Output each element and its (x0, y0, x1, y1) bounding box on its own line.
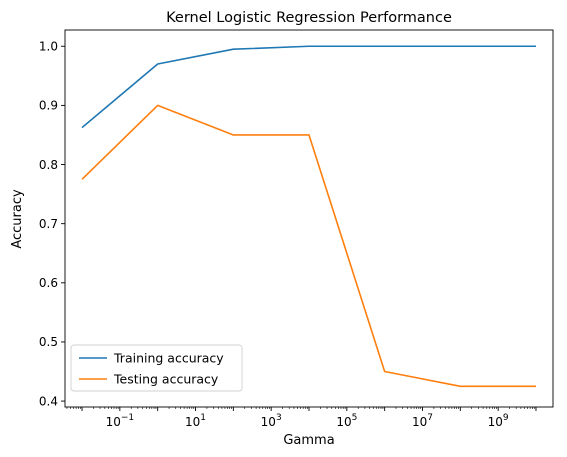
y-tick-label: 0.9 (39, 99, 58, 113)
y-axis-label: Accuracy (10, 189, 25, 249)
y-tick-label: 0.6 (39, 276, 58, 290)
x-tick-label: 103 (261, 413, 282, 429)
x-axis-label: Gamma (283, 433, 334, 448)
legend-box (70, 344, 243, 392)
x-tick-label: 10−1 (106, 413, 135, 429)
series-line-training (81, 45, 536, 129)
series-line-testing (81, 104, 536, 388)
y-tick-label: 0.4 (39, 394, 58, 408)
axes-frame (64, 29, 554, 408)
series-layer (81, 45, 536, 388)
legend: Training accuracy Testing accuracy (70, 344, 243, 392)
x-tick-label: 109 (488, 413, 509, 429)
y-axis-ticks: 0.4 0.5 0.6 0.7 0.8 0.9 1.0 (39, 40, 65, 408)
x-tick-label: 107 (412, 413, 433, 429)
y-tick-label: 0.8 (39, 158, 58, 172)
y-tick-label: 1.0 (39, 40, 58, 54)
x-axis-ticks: 10−1 101 103 105 107 109 (66, 407, 537, 429)
legend-label: Training accuracy (113, 351, 224, 366)
legend-label: Testing accuracy (113, 372, 219, 387)
x-tick-label: 105 (336, 413, 357, 429)
chart-title: Kernel Logistic Regression Performance (166, 10, 452, 26)
x-tick-label: 101 (185, 413, 206, 429)
y-tick-label: 0.5 (39, 335, 58, 349)
y-tick-label: 0.7 (39, 217, 58, 231)
